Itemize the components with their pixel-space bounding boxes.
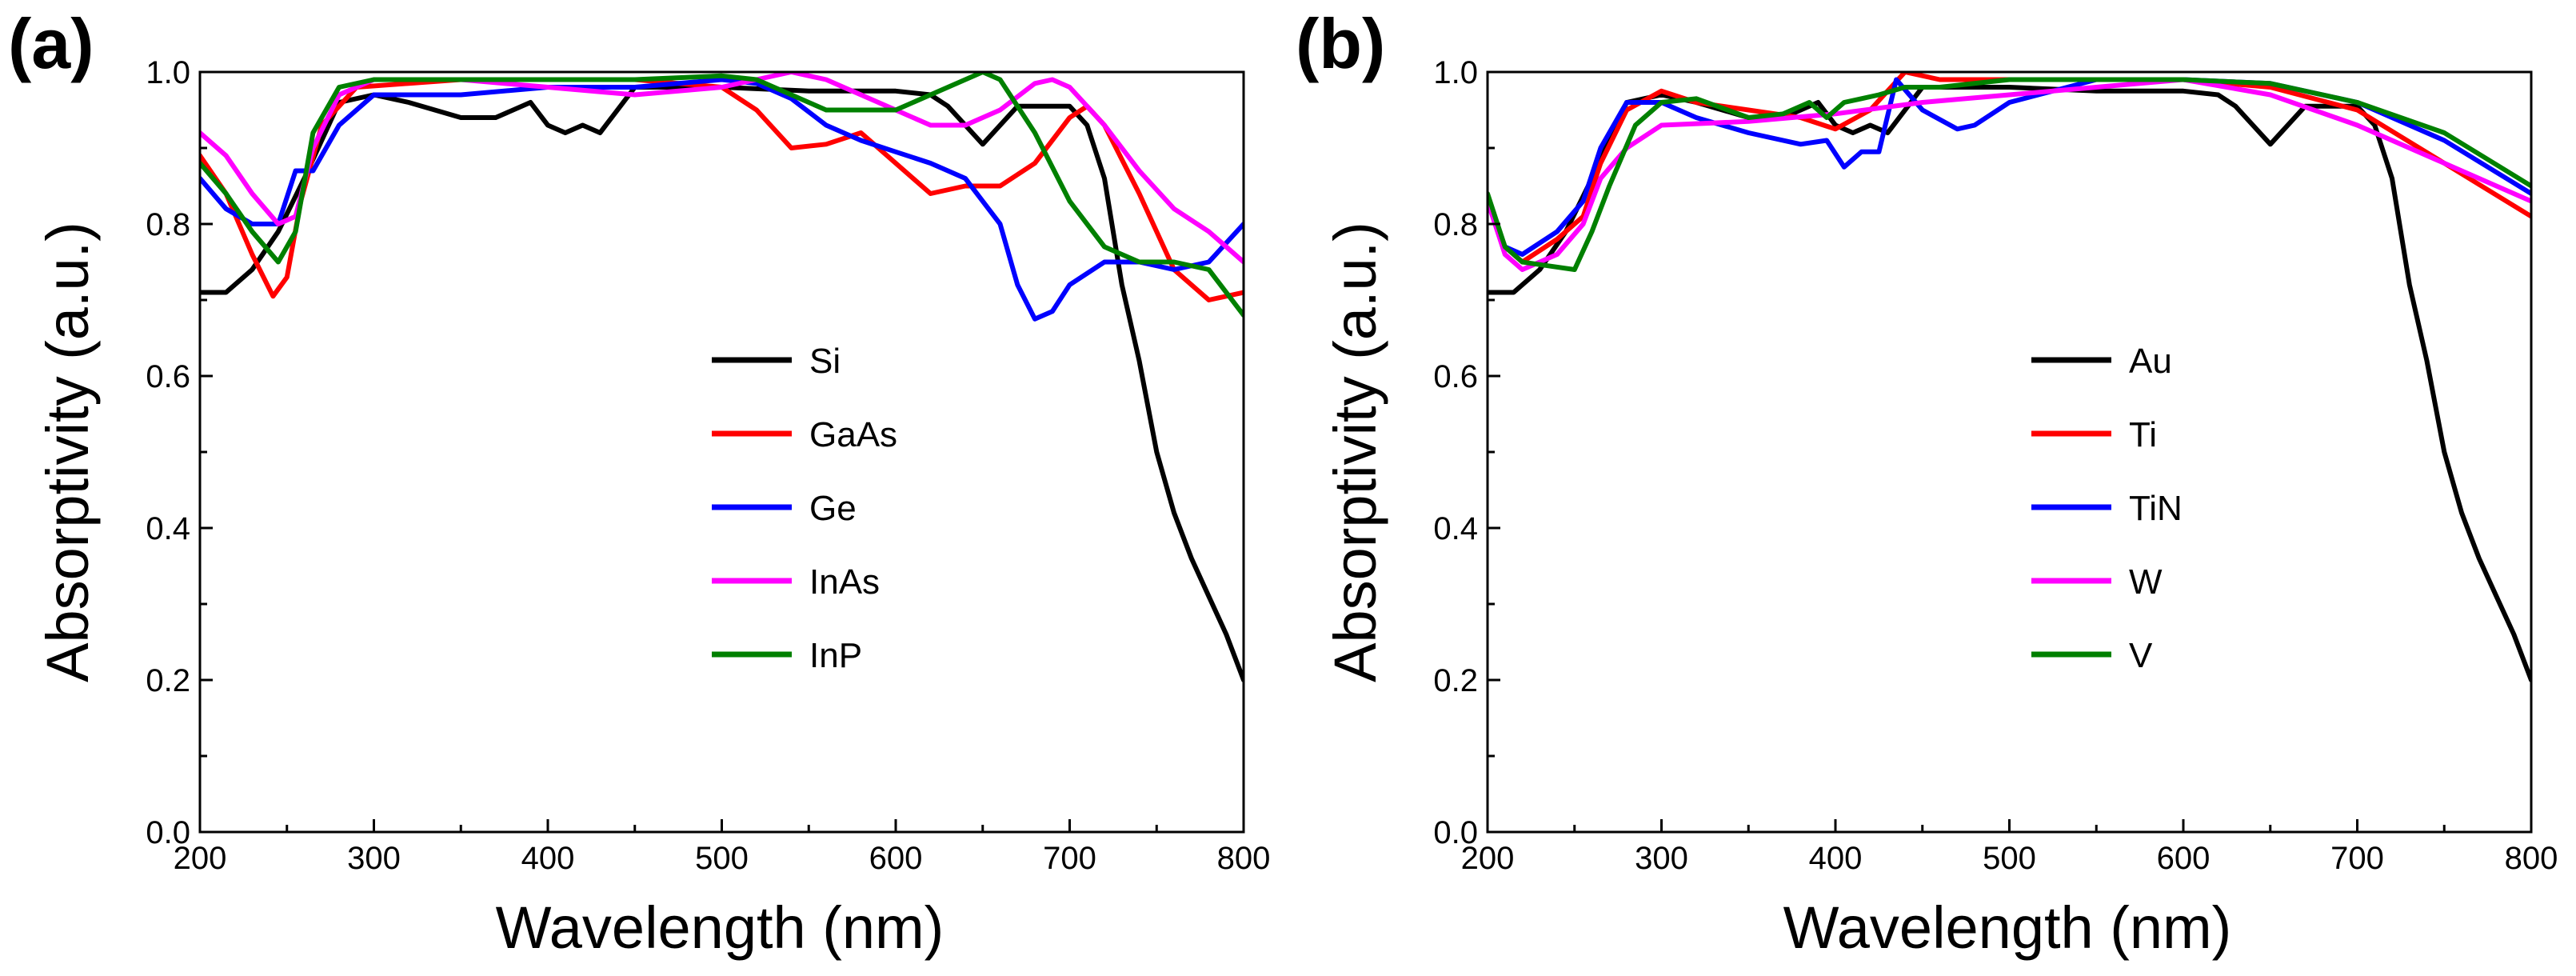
y-tick-label: 0.6 — [1433, 359, 1478, 394]
y-tick-label: 0.4 — [146, 511, 190, 546]
x-tick-label: 300 — [1635, 841, 1688, 876]
y-tick-label: 0.2 — [146, 663, 190, 698]
x-tick-label: 600 — [2157, 841, 2211, 876]
x-tick-label: 800 — [2505, 841, 2558, 876]
legend-label-si: Si — [809, 342, 841, 381]
x-tick-label: 800 — [1217, 841, 1271, 876]
series-line-au — [1488, 85, 2531, 682]
legend-label-v: V — [2129, 636, 2153, 675]
x-tick-label: 700 — [2330, 841, 2384, 876]
legend-label-tin: TiN — [2129, 489, 2183, 528]
y-tick-label: 0.8 — [1433, 207, 1478, 242]
series-line-ge — [200, 77, 1244, 322]
legend: Si GaAs Ge InAs InP — [712, 342, 897, 675]
legend-label-ti: Ti — [2129, 415, 2157, 454]
x-tick-label: 200 — [1461, 841, 1515, 876]
x-tick-label: 200 — [174, 841, 227, 876]
x-tick-label: 700 — [1043, 841, 1096, 876]
y-tick-label: 0.4 — [1433, 511, 1478, 546]
x-tick-label: 500 — [1983, 841, 2036, 876]
series-line-si — [200, 85, 1244, 682]
y-tick-label: 0.0 — [1433, 815, 1478, 850]
plot-frame — [198, 70, 1245, 834]
y-tick-label: 1.0 — [1433, 55, 1478, 90]
x-tick-label: 300 — [347, 841, 401, 876]
panel-b: 200 300 400 500 600 700 800 0.0 0.2 0.4 0.6 0.8 1.0 W… — [1296, 4, 2558, 961]
legend-label-ge: Ge — [809, 489, 857, 528]
x-tick-label: 400 — [1809, 841, 1863, 876]
series-line-tin — [1488, 77, 2531, 257]
y-tick-label: 1.0 — [146, 55, 190, 90]
series-line-w — [1488, 77, 2531, 272]
legend-label-gaas: GaAs — [809, 415, 897, 454]
legend-label-w: W — [2129, 562, 2163, 602]
panel-label: (b) — [1296, 4, 1385, 83]
y-axis-title: Absorptivity (a.u.) — [1322, 222, 1388, 682]
y-tick-label: 0.8 — [146, 207, 190, 242]
x-tick-label: 500 — [695, 841, 749, 876]
x-tick-label: 400 — [521, 841, 575, 876]
panel-a: 200 300 400 500 600 700 800 0.0 0.2 0.4 0.6 0.8 1.0 W… — [8, 4, 1270, 961]
y-tick-label: 0.0 — [146, 815, 190, 850]
legend: Au Ti TiN WV — [2031, 342, 2183, 675]
x-tick-label: 600 — [869, 841, 923, 876]
legend-label-inp: InP — [809, 636, 862, 675]
y-axis-title: Absorptivity (a.u.) — [34, 222, 101, 682]
panel-label: (a) — [8, 4, 94, 83]
y-tick-label: 0.2 — [1433, 663, 1478, 698]
series-line-inp — [200, 72, 1244, 318]
plot-frame — [1486, 70, 2533, 834]
legend-label-inas: InAs — [809, 562, 880, 602]
series-line-v — [1488, 77, 2531, 272]
legend-label-au: Au — [2129, 342, 2172, 381]
x-axis-title: Wavelength (nm) — [496, 894, 945, 961]
x-axis-title: Wavelength (nm) — [1783, 894, 2232, 961]
y-tick-label: 0.6 — [146, 359, 190, 394]
